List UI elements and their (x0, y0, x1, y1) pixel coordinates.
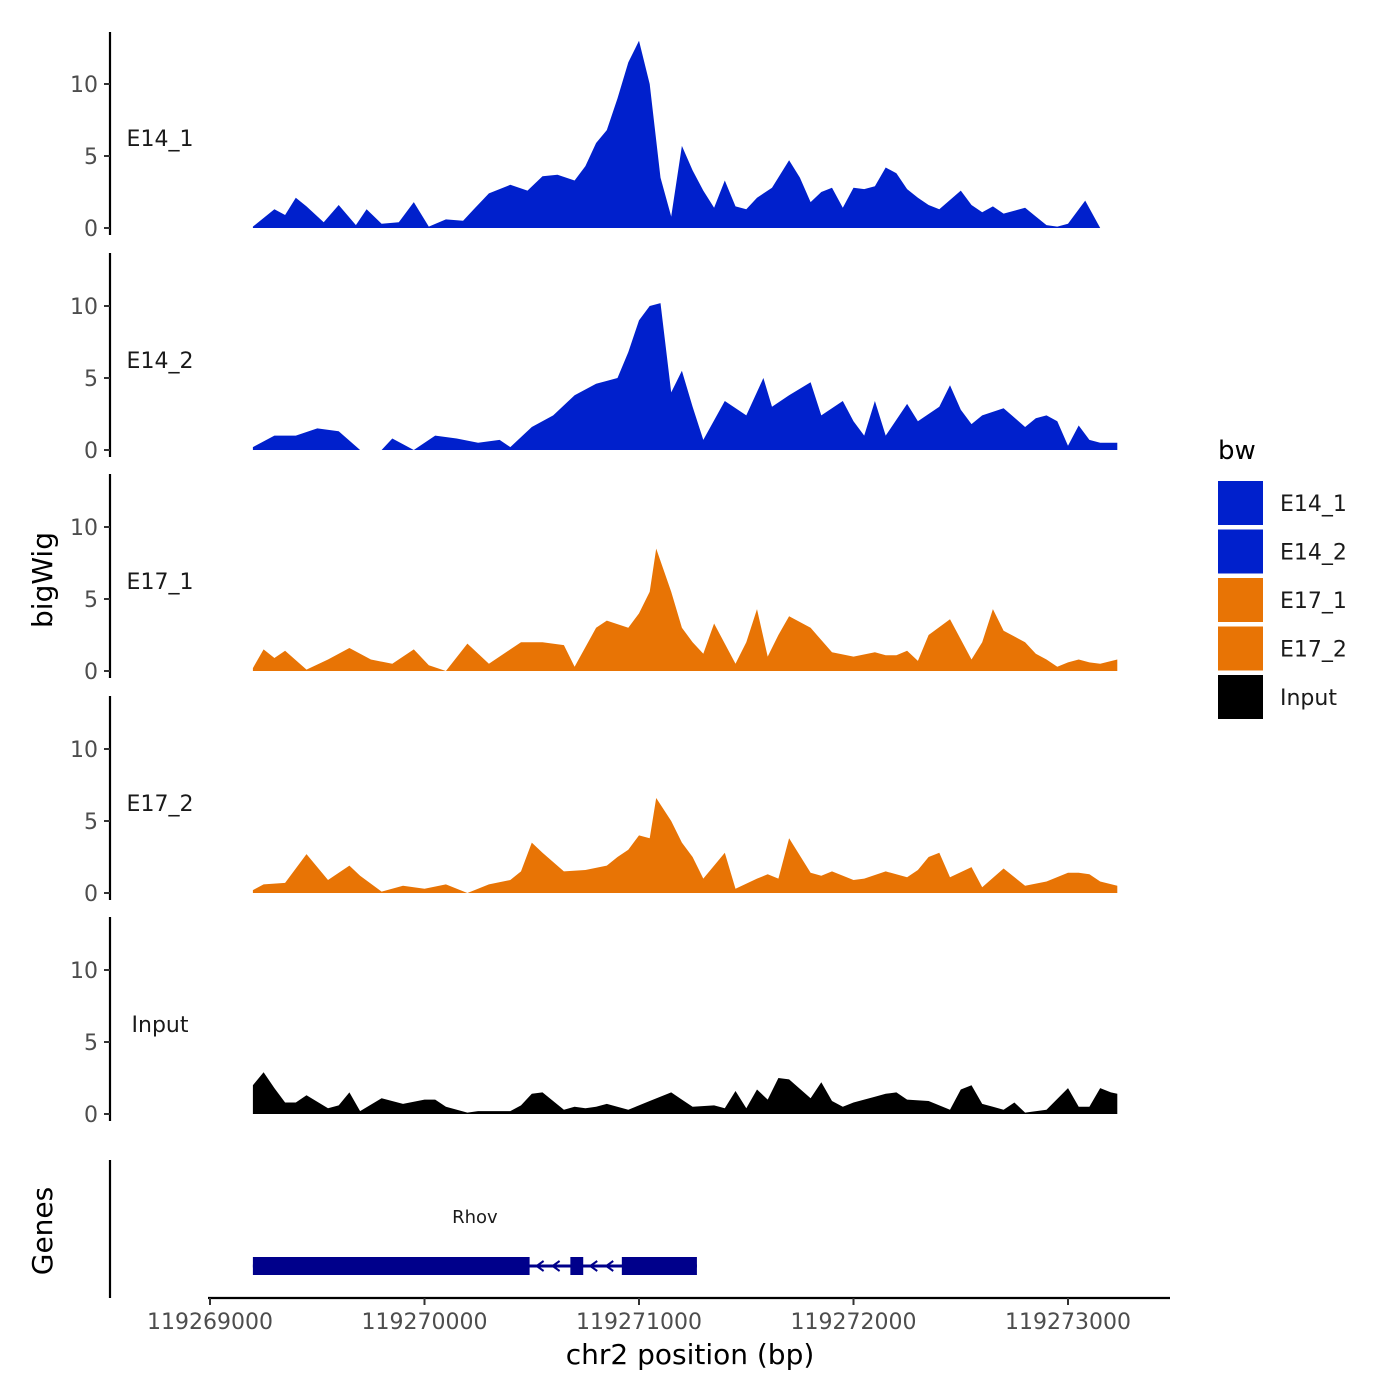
strand-chevron (588, 1260, 598, 1272)
y-tick-label: 0 (84, 1103, 98, 1128)
legend-swatch (1218, 626, 1263, 671)
legend: bw E14_1 E14_2 E17_1 E17_2 Input (1218, 436, 1347, 719)
y-tick-label: 5 (84, 588, 98, 613)
x-tick-label: 119269000 (147, 1310, 273, 1335)
track-e17-2: 0 5 10 E17_2 (70, 696, 1118, 907)
legend-label: E14_2 (1280, 541, 1347, 566)
x-tick-label: 119271000 (576, 1310, 702, 1335)
x-axis: 119269000 119270000 119271000 119272000 1192… (147, 1296, 1170, 1335)
y-tick-label: 5 (84, 367, 98, 392)
y-tick-label: 0 (84, 660, 98, 685)
track-e17-1: 0 5 10 E17_1 (70, 474, 1118, 685)
signal-area (252, 548, 1118, 671)
y-tick-label: 10 (70, 295, 98, 320)
signal-area (252, 303, 1118, 450)
y-tick-label: 0 (84, 217, 98, 242)
y-tick-label: 5 (84, 810, 98, 835)
track-e14-1: 0 5 10 E14_1 (70, 32, 1118, 242)
y-tick-label: 0 (84, 439, 98, 464)
x-tick-label: 119272000 (791, 1310, 917, 1335)
gene-name-label: Rhov (452, 1207, 498, 1228)
y-tick-label: 10 (70, 516, 98, 541)
x-tick-label: 119273000 (1005, 1310, 1131, 1335)
gene-exon (252, 1257, 530, 1275)
legend-swatch (1218, 675, 1263, 719)
gene-exon (621, 1257, 697, 1275)
y-tick-label: 5 (84, 145, 98, 170)
legend-title: bw (1218, 436, 1256, 466)
strand-chevron (534, 1260, 545, 1272)
bigwig-tracks: 0 5 10 E14_1 0 5 10 E14_2 0 5 10 E17_1 0 5 10 E17_2 0 5 10… (70, 32, 1118, 1128)
genes-axis-title: Genes (26, 1187, 59, 1275)
y-axis-title: bigWig (26, 532, 59, 628)
strand-chevron (604, 1260, 614, 1272)
legend-swatch (1218, 578, 1263, 622)
y-tick-label: 10 (70, 738, 98, 763)
gene-exon (570, 1257, 584, 1275)
gene-rhov: Rhov (252, 1207, 697, 1275)
y-tick-label: 0 (84, 882, 98, 907)
signal-area (252, 1072, 1118, 1114)
track-label: E17_1 (127, 570, 194, 595)
y-tick-label: 10 (70, 959, 98, 984)
track-label: E14_1 (127, 127, 194, 152)
legend-swatch (1218, 481, 1263, 525)
track-label: E14_2 (127, 349, 194, 374)
x-axis-title: chr2 position (bp) (566, 1338, 815, 1371)
track-label: E17_2 (127, 792, 194, 817)
x-tick-label: 119270000 (362, 1310, 488, 1335)
strand-chevron (550, 1260, 561, 1272)
track-e14-2: 0 5 10 E14_2 (70, 253, 1118, 464)
legend-swatch (1218, 529, 1263, 574)
genes-track: Rhov (108, 1160, 697, 1298)
y-tick-label: 5 (84, 1031, 98, 1056)
track-input: 0 5 10 Input (70, 917, 1118, 1128)
track-label: Input (132, 1013, 189, 1038)
legend-label: E17_1 (1280, 589, 1347, 614)
legend-label: Input (1280, 686, 1337, 711)
signal-area (252, 40, 1118, 228)
legend-label: E17_2 (1280, 638, 1347, 663)
legend-label: E14_1 (1280, 492, 1347, 517)
y-tick-label: 10 (70, 73, 98, 98)
signal-area (252, 798, 1118, 893)
